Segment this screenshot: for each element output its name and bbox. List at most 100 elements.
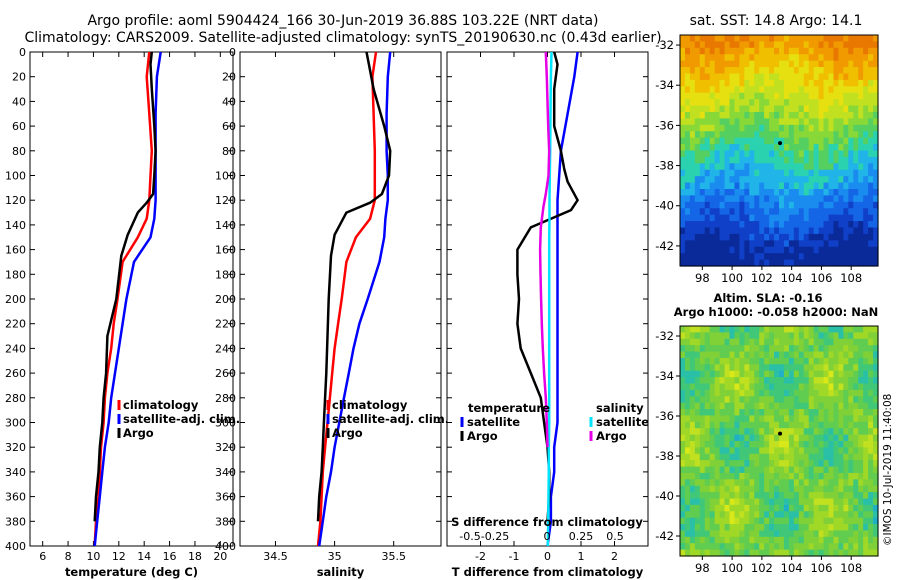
legend-heading-temperature: temperature bbox=[468, 401, 550, 415]
map-cell bbox=[873, 176, 879, 184]
map-cell bbox=[759, 415, 765, 423]
map-cell bbox=[749, 364, 755, 372]
map-cell bbox=[734, 195, 740, 203]
map-cell bbox=[774, 131, 780, 139]
map-cell bbox=[754, 383, 760, 391]
map-cell bbox=[694, 396, 701, 404]
map-cell bbox=[823, 67, 830, 75]
map-cell bbox=[769, 434, 775, 442]
map-cell bbox=[823, 47, 830, 55]
map-cell bbox=[749, 402, 755, 410]
map-cell bbox=[734, 472, 740, 480]
map-cell bbox=[754, 492, 760, 500]
map-cell bbox=[694, 415, 701, 423]
map-cell bbox=[808, 214, 815, 222]
map-cell bbox=[704, 79, 711, 87]
map-cell bbox=[838, 35, 844, 43]
map-cell bbox=[858, 428, 864, 436]
map-cell bbox=[719, 221, 726, 229]
map-cell bbox=[858, 60, 864, 68]
map-cell bbox=[729, 99, 736, 107]
map-cell bbox=[749, 383, 755, 391]
map-cell bbox=[699, 530, 706, 538]
map-cell bbox=[729, 54, 736, 62]
map-cell bbox=[863, 195, 869, 203]
map-cell bbox=[774, 466, 780, 474]
map-cell bbox=[724, 357, 731, 365]
map-cell bbox=[709, 137, 716, 145]
map-cell bbox=[843, 189, 849, 197]
map-cell bbox=[694, 240, 701, 248]
map-cell bbox=[813, 201, 820, 209]
map-cell bbox=[729, 517, 736, 525]
map-cell bbox=[769, 189, 775, 197]
map-cell bbox=[769, 421, 775, 429]
map-cell bbox=[858, 67, 864, 75]
map-cell bbox=[813, 176, 820, 184]
map-cell bbox=[689, 41, 696, 49]
map-cell bbox=[808, 233, 815, 241]
map-cell bbox=[754, 233, 760, 241]
map-cell bbox=[704, 517, 711, 525]
map-cell bbox=[863, 233, 869, 241]
map-cell bbox=[838, 79, 844, 87]
map-cell bbox=[818, 124, 825, 132]
map-cell bbox=[739, 176, 745, 184]
map-cell bbox=[788, 73, 795, 81]
map-cell bbox=[793, 35, 800, 43]
map-cell bbox=[724, 383, 731, 391]
map-cell bbox=[719, 402, 726, 410]
map-cell bbox=[704, 54, 711, 62]
map-cell bbox=[853, 402, 859, 410]
map-cell bbox=[739, 466, 745, 474]
map-cell bbox=[843, 60, 849, 68]
map-cell bbox=[783, 221, 790, 229]
map-cell bbox=[749, 511, 755, 519]
map-cell bbox=[714, 227, 721, 235]
map-cell bbox=[838, 144, 844, 152]
map-cell bbox=[689, 421, 696, 429]
map-cell bbox=[823, 434, 830, 442]
map-cell bbox=[863, 86, 869, 94]
map-cell bbox=[858, 549, 864, 557]
map-cell bbox=[774, 326, 780, 333]
map-cell bbox=[699, 447, 706, 455]
map-cell bbox=[779, 233, 785, 241]
map-cell bbox=[779, 118, 785, 126]
map-cell bbox=[704, 169, 711, 177]
map-cell bbox=[684, 60, 691, 68]
map-cell bbox=[689, 150, 696, 158]
map-cell bbox=[823, 163, 830, 171]
map-cell bbox=[823, 447, 830, 455]
map-cell bbox=[744, 105, 750, 113]
map-cell bbox=[828, 233, 835, 241]
map-cell bbox=[724, 370, 731, 378]
map-cell bbox=[783, 86, 790, 94]
map-cell bbox=[734, 35, 740, 43]
map-cell bbox=[793, 144, 800, 152]
map-cell bbox=[694, 485, 701, 493]
map-cell bbox=[828, 326, 835, 333]
map-cell bbox=[863, 485, 869, 493]
map-cell bbox=[788, 214, 795, 222]
map-cell bbox=[793, 415, 800, 423]
map-cell bbox=[788, 364, 795, 372]
map-cell bbox=[798, 460, 805, 468]
map-cell bbox=[803, 99, 810, 107]
map-cell bbox=[719, 201, 726, 209]
map-cell bbox=[813, 156, 820, 164]
map-cell bbox=[813, 73, 820, 81]
map-cell bbox=[689, 441, 696, 448]
map-cell bbox=[788, 156, 795, 164]
map-cell bbox=[714, 201, 721, 209]
map-cell bbox=[749, 137, 755, 145]
map-cell bbox=[818, 201, 825, 209]
map-cell bbox=[823, 326, 830, 333]
map-cell bbox=[749, 441, 755, 448]
map-cell bbox=[709, 357, 716, 365]
map-cell bbox=[749, 434, 755, 442]
map-cell bbox=[744, 498, 750, 506]
map-cell bbox=[684, 41, 691, 49]
map-cell bbox=[838, 150, 844, 158]
map-cell bbox=[764, 479, 770, 487]
